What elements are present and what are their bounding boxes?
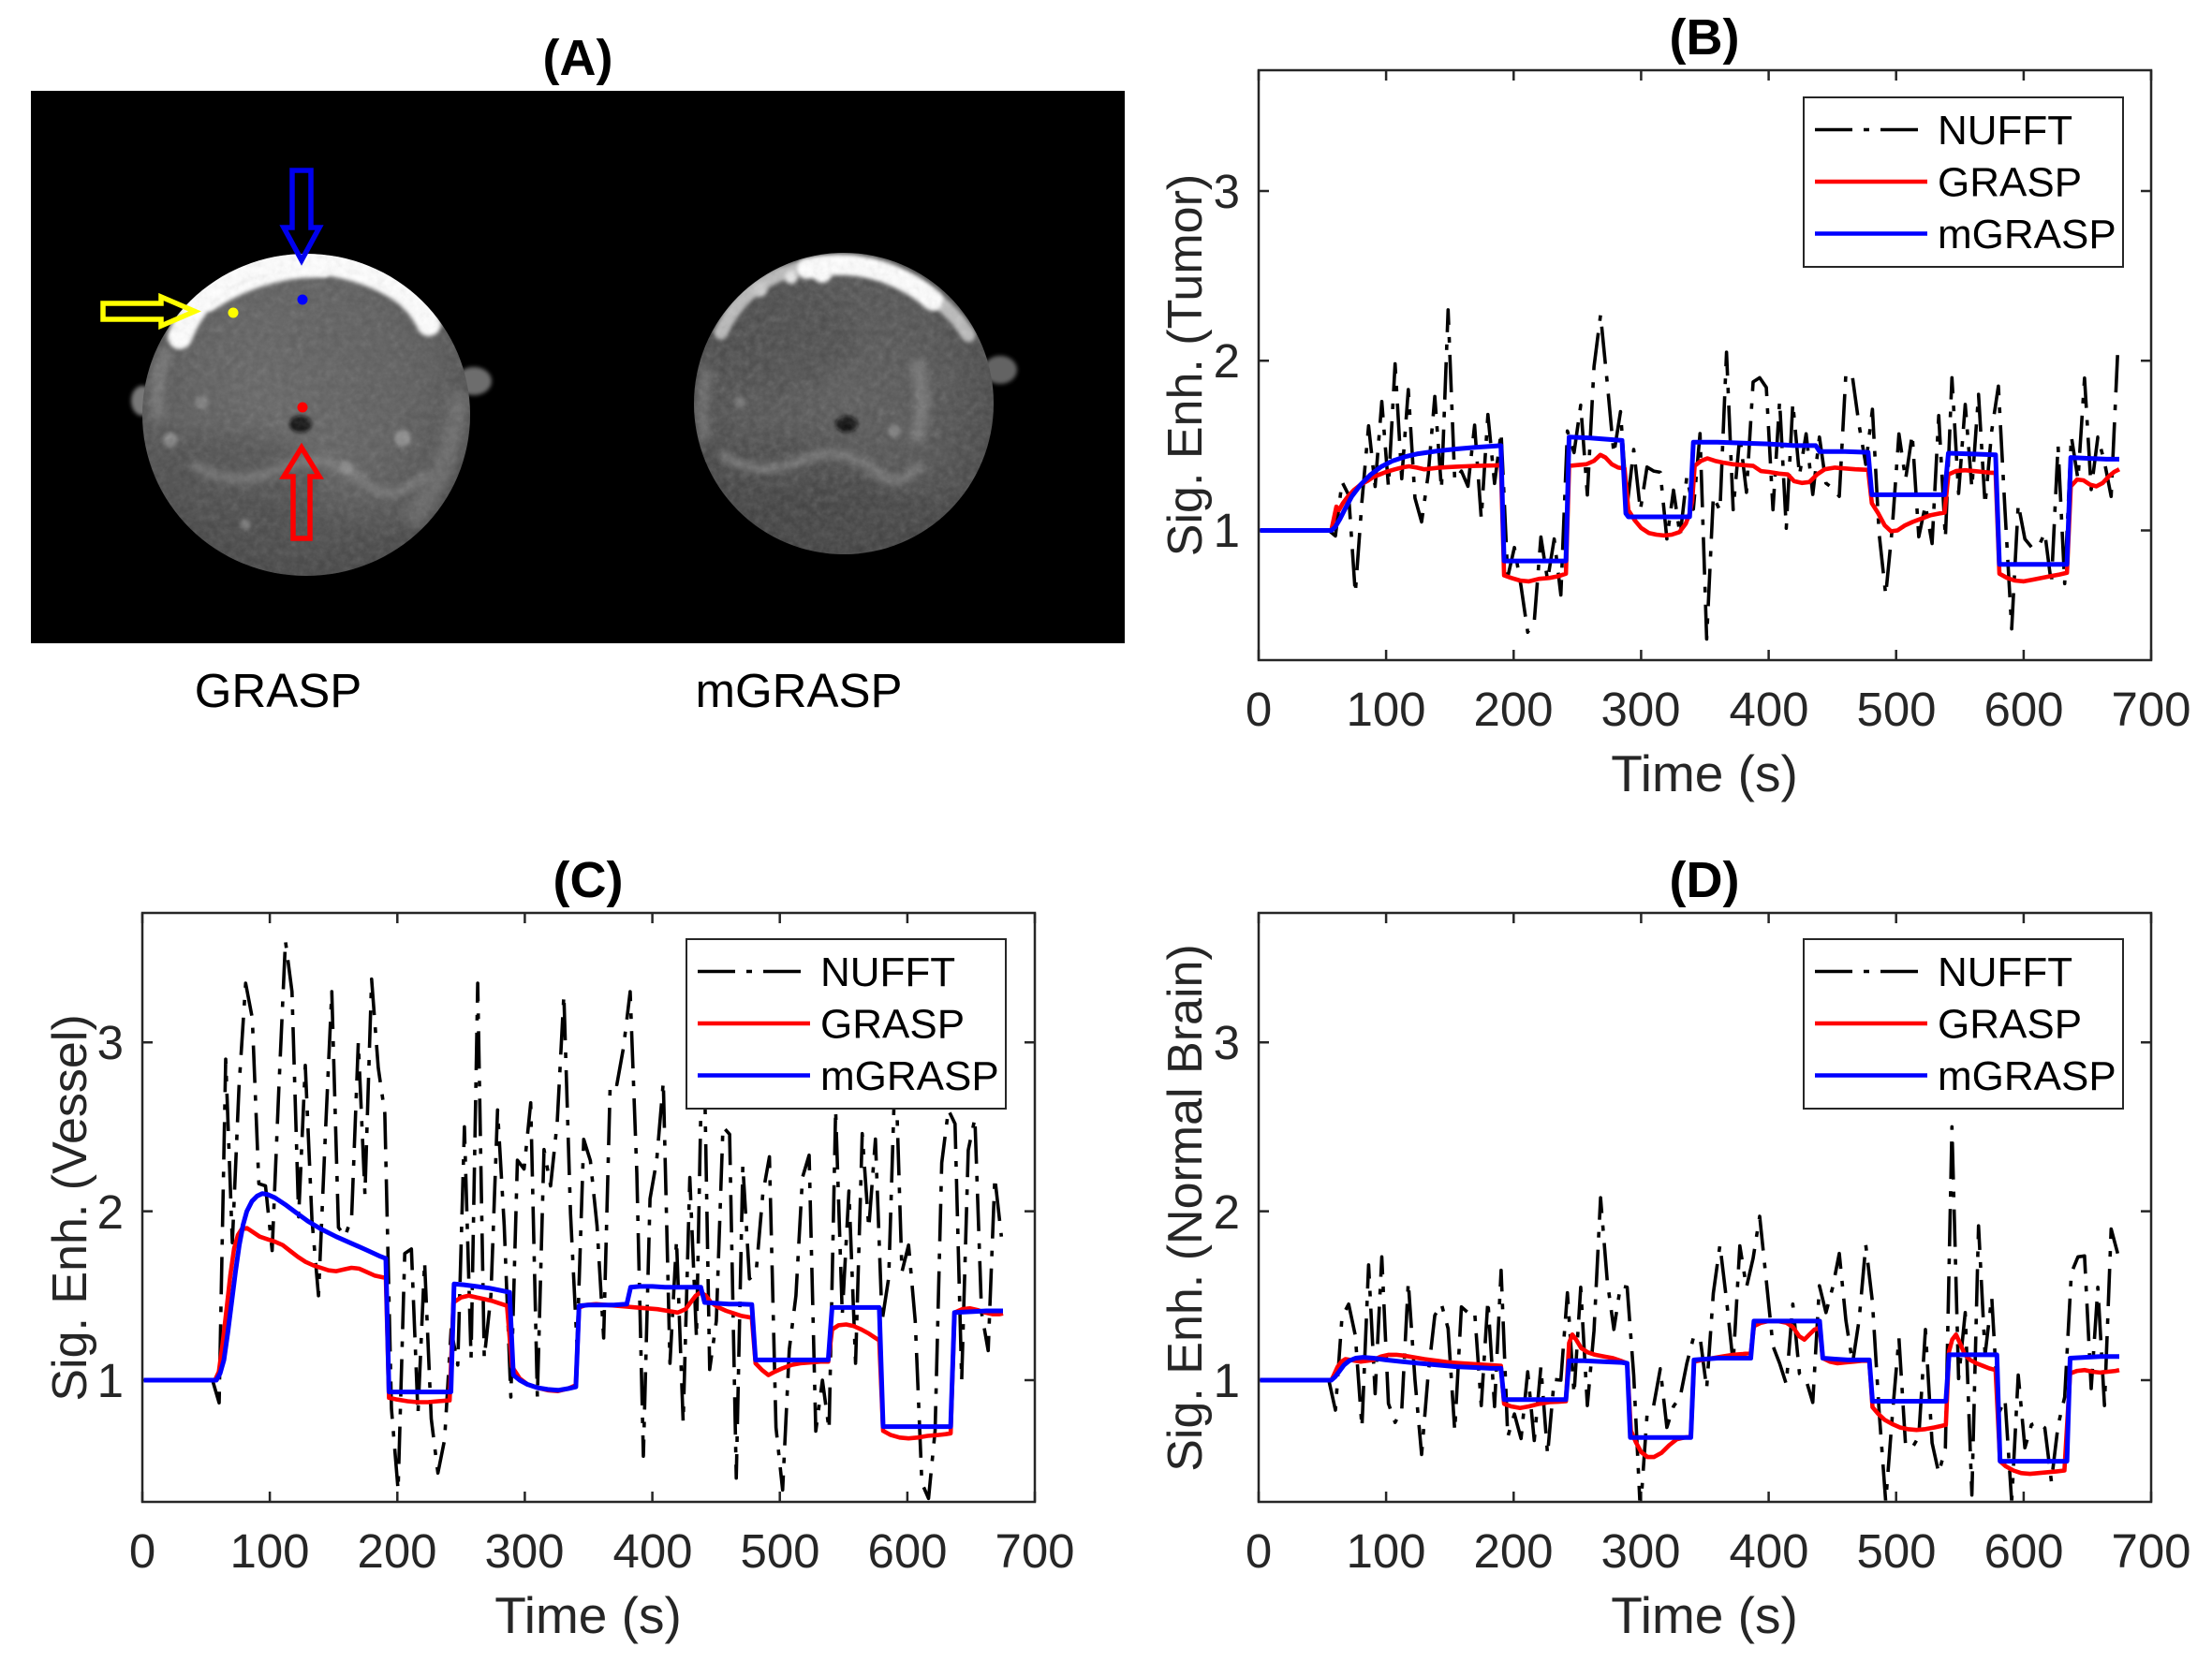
svg-text:200: 200 <box>1473 683 1553 736</box>
svg-text:400: 400 <box>1729 1524 1808 1578</box>
svg-text:Time (s): Time (s) <box>1611 744 1798 802</box>
svg-text:500: 500 <box>1856 683 1936 736</box>
svg-text:400: 400 <box>612 1524 692 1578</box>
svg-text:2: 2 <box>97 1185 124 1239</box>
svg-text:(C): (C) <box>553 852 624 908</box>
svg-text:3: 3 <box>1214 1016 1240 1069</box>
svg-text:200: 200 <box>357 1524 436 1578</box>
svg-text:mGRASP: mGRASP <box>1938 1053 2116 1099</box>
svg-text:1: 1 <box>1214 1354 1240 1407</box>
svg-text:100: 100 <box>1346 683 1425 736</box>
svg-text:1: 1 <box>97 1354 124 1407</box>
svg-text:2: 2 <box>1214 1185 1240 1239</box>
svg-text:NUFFT: NUFFT <box>1938 949 2072 995</box>
svg-text:3: 3 <box>97 1016 124 1069</box>
svg-text:500: 500 <box>740 1524 819 1578</box>
svg-text:3: 3 <box>1214 165 1240 218</box>
svg-text:mGRASP: mGRASP <box>820 1053 999 1099</box>
svg-text:0: 0 <box>129 1524 155 1578</box>
svg-text:mGRASP: mGRASP <box>695 664 902 717</box>
svg-text:NUFFT: NUFFT <box>1938 108 2072 154</box>
svg-text:Sig. Enh. (Vessel): Sig. Enh. (Vessel) <box>43 1014 97 1401</box>
svg-text:0: 0 <box>1246 683 1272 736</box>
svg-text:2: 2 <box>1214 334 1240 388</box>
svg-text:Sig. Enh. (Tumor): Sig. Enh. (Tumor) <box>1158 174 1213 556</box>
svg-text:700: 700 <box>2111 1524 2190 1578</box>
svg-text:GRASP: GRASP <box>1938 160 2082 206</box>
svg-text:GRASP: GRASP <box>1938 1002 2082 1048</box>
svg-text:(D): (D) <box>1670 852 1740 908</box>
svg-text:0: 0 <box>1246 1524 1272 1578</box>
svg-text:200: 200 <box>1473 1524 1553 1578</box>
svg-text:500: 500 <box>1856 1524 1936 1578</box>
svg-text:100: 100 <box>229 1524 309 1578</box>
svg-text:NUFFT: NUFFT <box>820 949 955 995</box>
svg-text:GRASP: GRASP <box>820 1002 965 1048</box>
svg-text:300: 300 <box>1600 683 1680 736</box>
svg-text:300: 300 <box>484 1524 564 1578</box>
svg-text:Time (s): Time (s) <box>494 1586 682 1644</box>
svg-text:(A): (A) <box>543 30 613 86</box>
svg-text:600: 600 <box>867 1524 947 1578</box>
svg-text:700: 700 <box>995 1524 1074 1578</box>
svg-text:1: 1 <box>1214 504 1240 557</box>
svg-text:Sig. Enh. (Normal Brain): Sig. Enh. (Normal Brain) <box>1158 944 1213 1472</box>
svg-text:300: 300 <box>1600 1524 1680 1578</box>
svg-text:400: 400 <box>1729 683 1808 736</box>
svg-text:600: 600 <box>1983 683 2063 736</box>
svg-text:GRASP: GRASP <box>195 664 362 717</box>
svg-text:mGRASP: mGRASP <box>1938 212 2116 257</box>
svg-text:700: 700 <box>2111 683 2190 736</box>
svg-text:100: 100 <box>1346 1524 1425 1578</box>
svg-text:600: 600 <box>1983 1524 2063 1578</box>
svg-text:Time (s): Time (s) <box>1611 1586 1798 1644</box>
svg-text:(B): (B) <box>1670 9 1740 66</box>
